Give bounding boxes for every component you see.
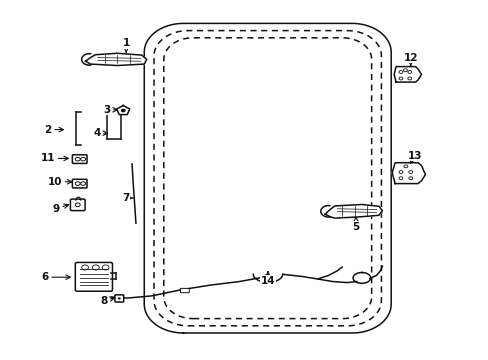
FancyBboxPatch shape: [115, 295, 123, 302]
Polygon shape: [391, 163, 425, 184]
Text: 6: 6: [41, 272, 70, 282]
Text: 3: 3: [103, 105, 117, 115]
Text: 7: 7: [122, 193, 133, 203]
Polygon shape: [85, 53, 146, 66]
FancyBboxPatch shape: [70, 199, 85, 211]
Text: 10: 10: [47, 177, 72, 187]
Circle shape: [118, 297, 121, 300]
Text: 11: 11: [41, 153, 68, 163]
Text: 5: 5: [352, 217, 359, 232]
FancyBboxPatch shape: [180, 288, 189, 293]
Text: 9: 9: [53, 204, 68, 214]
FancyBboxPatch shape: [75, 262, 112, 291]
FancyBboxPatch shape: [72, 155, 87, 163]
FancyBboxPatch shape: [72, 179, 87, 188]
Text: 12: 12: [403, 53, 417, 66]
Text: 1: 1: [122, 38, 129, 52]
Circle shape: [121, 109, 125, 112]
Text: 2: 2: [44, 125, 63, 135]
Text: 8: 8: [100, 296, 114, 306]
Polygon shape: [117, 105, 129, 114]
Text: 13: 13: [407, 150, 421, 163]
Text: 14: 14: [260, 272, 275, 286]
Polygon shape: [393, 67, 421, 82]
Text: 4: 4: [93, 128, 107, 138]
Polygon shape: [325, 204, 382, 218]
